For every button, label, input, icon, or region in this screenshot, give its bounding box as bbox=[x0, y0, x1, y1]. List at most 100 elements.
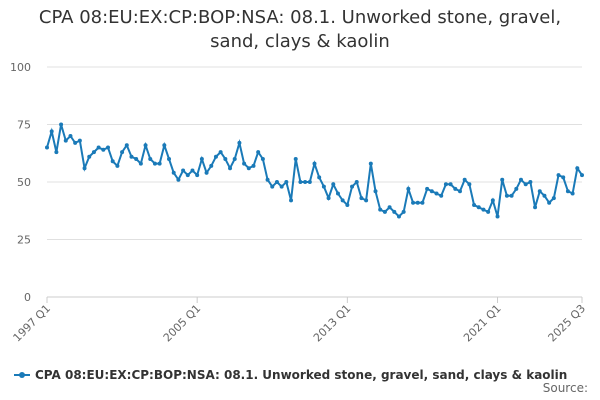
point bbox=[457, 189, 462, 194]
point bbox=[335, 191, 340, 196]
point bbox=[472, 203, 477, 207]
point bbox=[537, 189, 542, 194]
point bbox=[504, 193, 509, 198]
point bbox=[401, 209, 406, 214]
point bbox=[467, 182, 472, 187]
point bbox=[575, 166, 580, 171]
point bbox=[96, 145, 101, 150]
point bbox=[542, 193, 547, 198]
point bbox=[439, 193, 444, 198]
point bbox=[523, 182, 528, 187]
point bbox=[190, 168, 195, 173]
point bbox=[279, 184, 284, 189]
point bbox=[396, 214, 401, 219]
point bbox=[251, 163, 256, 168]
point bbox=[213, 154, 218, 159]
point bbox=[382, 209, 387, 214]
point bbox=[270, 184, 275, 189]
point bbox=[434, 191, 439, 196]
point bbox=[265, 177, 270, 182]
point bbox=[256, 150, 261, 155]
point bbox=[307, 180, 312, 184]
point bbox=[138, 161, 143, 166]
point bbox=[368, 161, 373, 166]
point bbox=[321, 184, 326, 189]
point bbox=[420, 200, 425, 205]
point bbox=[392, 209, 397, 214]
point bbox=[354, 180, 359, 184]
legend-label: CPA 08:EU:EX:CP:BOP:NSA: 08.1. Unworked … bbox=[35, 368, 567, 382]
point bbox=[237, 140, 242, 145]
point bbox=[167, 157, 172, 161]
point bbox=[199, 157, 204, 161]
x-tick-label: 1997 Q1 bbox=[11, 302, 54, 345]
point bbox=[561, 175, 566, 180]
point bbox=[580, 173, 584, 178]
point bbox=[481, 207, 486, 212]
point bbox=[415, 200, 420, 205]
point bbox=[101, 147, 106, 152]
point bbox=[228, 166, 233, 171]
point bbox=[87, 154, 92, 159]
point bbox=[359, 196, 364, 201]
point bbox=[77, 138, 82, 143]
point bbox=[223, 157, 228, 161]
point bbox=[284, 180, 289, 184]
y-tick-label: 0 bbox=[24, 291, 31, 304]
point bbox=[260, 157, 265, 161]
point bbox=[326, 196, 331, 201]
x-tick-label: 2025 Q3 bbox=[546, 302, 589, 345]
point bbox=[120, 150, 125, 155]
point bbox=[378, 207, 383, 212]
y-tick-label: 50 bbox=[17, 176, 31, 189]
point bbox=[570, 191, 575, 196]
y-tick-label: 25 bbox=[17, 234, 31, 247]
point bbox=[547, 200, 552, 205]
point bbox=[293, 157, 298, 161]
point bbox=[448, 182, 453, 187]
point bbox=[476, 205, 481, 210]
point bbox=[110, 159, 115, 164]
y-tick-label: 75 bbox=[17, 119, 31, 132]
point bbox=[373, 189, 378, 194]
point bbox=[242, 161, 247, 166]
point bbox=[429, 189, 434, 194]
point bbox=[443, 182, 448, 187]
point bbox=[331, 182, 336, 187]
point bbox=[551, 196, 556, 201]
point bbox=[490, 198, 495, 203]
chart-title: CPA 08:EU:EX:CP:BOP:NSA: 08.1. Unworked … bbox=[38, 7, 562, 52]
point bbox=[425, 186, 430, 191]
legend-marker bbox=[19, 372, 25, 378]
point bbox=[509, 193, 514, 198]
point bbox=[486, 209, 491, 214]
point bbox=[59, 122, 64, 127]
point bbox=[209, 163, 214, 168]
point bbox=[317, 175, 322, 180]
point bbox=[462, 177, 467, 182]
point bbox=[68, 134, 73, 138]
point bbox=[54, 150, 59, 155]
point bbox=[152, 161, 157, 166]
point bbox=[232, 157, 237, 161]
point bbox=[129, 154, 134, 159]
point bbox=[195, 173, 200, 178]
point bbox=[289, 198, 294, 203]
point bbox=[82, 166, 87, 171]
point bbox=[157, 161, 162, 166]
point bbox=[556, 173, 561, 178]
point bbox=[495, 214, 500, 219]
point bbox=[406, 186, 411, 191]
y-tick-label: 100 bbox=[10, 61, 31, 74]
point bbox=[312, 161, 317, 166]
point bbox=[171, 170, 176, 175]
point bbox=[176, 177, 181, 182]
point bbox=[298, 180, 303, 184]
x-tick-label: 2021 Q1 bbox=[461, 302, 504, 345]
point bbox=[411, 200, 416, 205]
point bbox=[63, 138, 68, 143]
point bbox=[148, 157, 153, 161]
point bbox=[185, 173, 190, 178]
